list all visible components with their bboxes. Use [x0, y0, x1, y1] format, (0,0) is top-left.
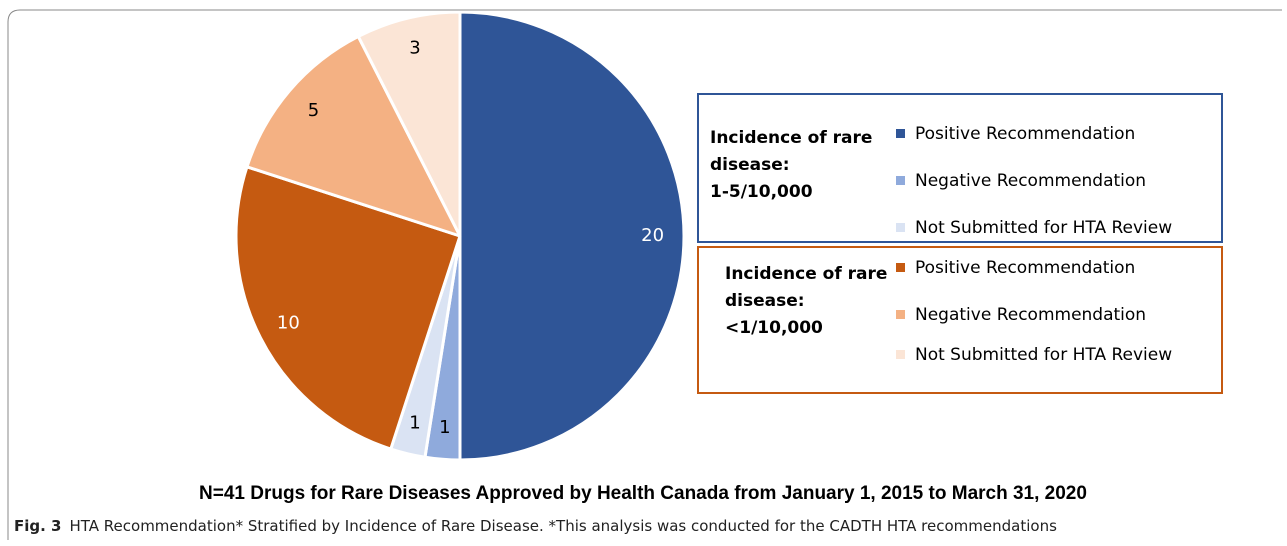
figure-border — [7, 9, 1282, 540]
legend-label: Negative Recommendation — [915, 171, 1146, 191]
legend-box — [697, 246, 1223, 394]
slice-label: 1 — [409, 412, 420, 433]
legend-swatch — [896, 350, 905, 359]
caption-label: Fig. 3 — [14, 517, 61, 535]
legend-swatch — [896, 129, 905, 138]
slice-label: 5 — [308, 100, 319, 121]
caption: Fig. 3 HTA Recommendation* Stratified by … — [14, 517, 1057, 535]
pie-slice — [356, 10, 462, 238]
legend-label: Negative Recommendation — [915, 305, 1146, 325]
slice-label: 20 — [641, 225, 664, 246]
legend-group-title: Incidence of rare — [710, 128, 872, 148]
pie-slice — [458, 10, 686, 462]
legend-box — [697, 93, 1223, 243]
slice-label: 10 — [277, 312, 300, 333]
pie-slice — [245, 34, 462, 238]
legend-label: Positive Recommendation — [915, 124, 1135, 144]
pie-slice — [234, 165, 462, 451]
legend-group-title: 1-5/10,000 — [710, 182, 813, 202]
legend-swatch — [896, 176, 905, 185]
legend-label: Not Submitted for HTA Review — [915, 218, 1172, 238]
legend-group-title: disease: — [710, 155, 790, 175]
legend-group-title: Incidence of rare — [725, 264, 887, 284]
legend-label: Positive Recommendation — [915, 258, 1135, 278]
legend-group-title: disease: — [725, 291, 805, 311]
legend-swatch — [896, 310, 905, 319]
legend-group-title: <1/10,000 — [725, 318, 823, 338]
chart-title: N=41 Drugs for Rare Diseases Approved by… — [199, 483, 1087, 504]
slice-label: 3 — [409, 38, 420, 59]
caption-text: HTA Recommendation* Stratified by Incide… — [69, 517, 1057, 535]
slice-label: 1 — [439, 417, 450, 438]
legend-label: Not Submitted for HTA Review — [915, 345, 1172, 365]
legend-swatch — [896, 223, 905, 232]
legend-swatch — [896, 263, 905, 272]
